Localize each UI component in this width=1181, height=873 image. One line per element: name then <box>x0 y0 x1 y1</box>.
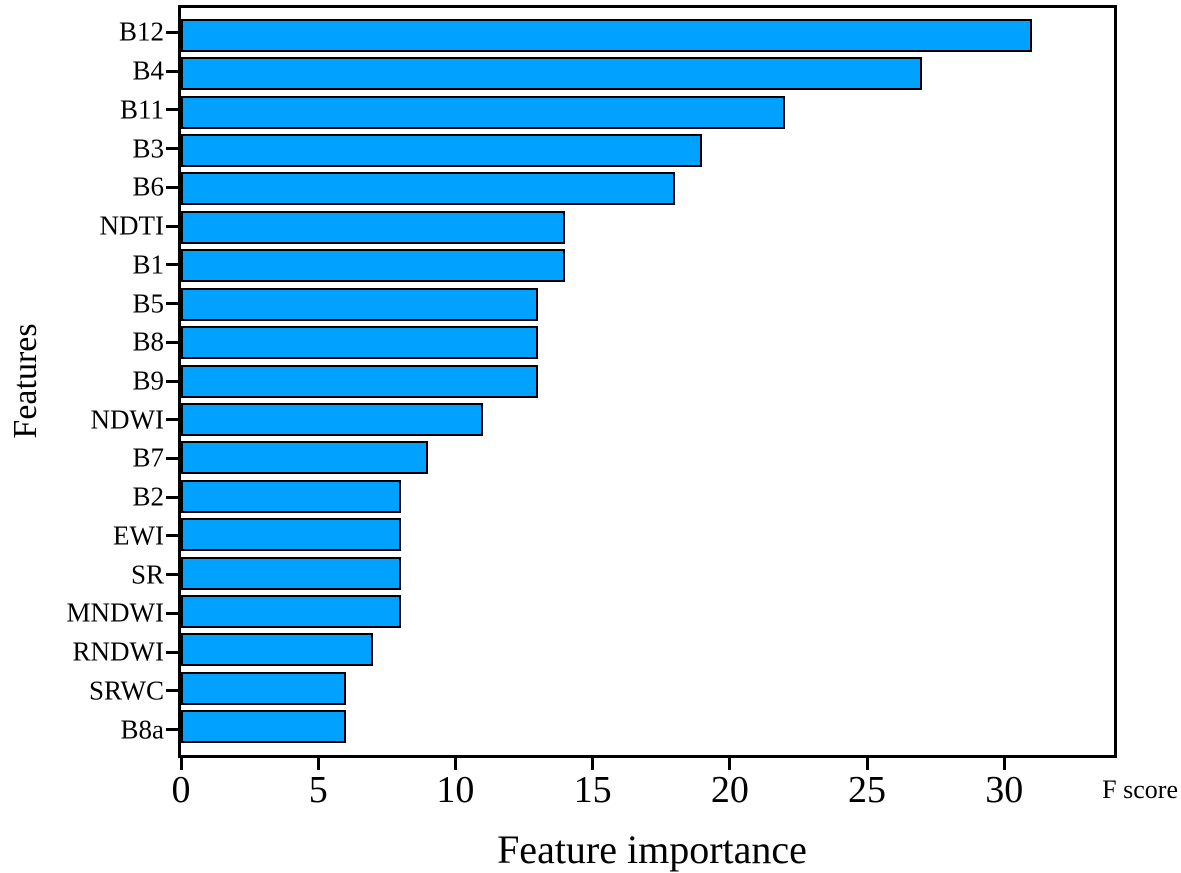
bar-row-B12 <box>181 16 1114 54</box>
y-tick-label-MNDWI: MNDWI <box>66 597 164 628</box>
y-tick-mark <box>166 689 178 693</box>
bar-B12 <box>181 18 1032 52</box>
x-axis-unit-label: F score <box>1102 775 1178 804</box>
bar-B5 <box>181 287 538 321</box>
bar-B6 <box>181 172 675 206</box>
y-tick-label-B8: B8 <box>132 326 164 357</box>
bar-B9 <box>181 364 538 398</box>
bar-B11 <box>181 95 785 129</box>
y-tick-mark <box>166 418 178 422</box>
bar-row-NDWI <box>181 400 1114 438</box>
y-tick-mark <box>166 650 178 654</box>
y-tick-mark <box>166 224 178 228</box>
x-tick-mark <box>179 758 183 770</box>
y-tick-mark <box>166 379 178 383</box>
y-tick-mark <box>166 263 178 267</box>
y-tick-label-B5: B5 <box>132 288 164 319</box>
bar-row-B1 <box>181 247 1114 285</box>
y-tick-mark <box>166 340 178 344</box>
x-tick-label-20: 20 <box>710 769 749 811</box>
bar-row-B9 <box>181 362 1114 400</box>
x-tick-mark <box>1002 758 1006 770</box>
bar-row-B6 <box>181 170 1114 208</box>
bar-row-SR <box>181 554 1114 592</box>
y-tick-label-B3: B3 <box>132 133 164 164</box>
plot-area <box>178 5 1117 758</box>
y-tick-mark <box>166 69 178 73</box>
y-tick-label-SRWC: SRWC <box>88 675 164 706</box>
y-tick-label-B6: B6 <box>132 171 164 202</box>
bar-row-B11 <box>181 93 1114 131</box>
y-tick-label-B2: B2 <box>132 481 164 512</box>
bar-MNDWI <box>181 595 401 629</box>
bar-B1 <box>181 249 566 283</box>
y-tick-mark <box>166 495 178 499</box>
y-tick-label-B7: B7 <box>132 442 164 473</box>
x-tick-mark <box>591 758 595 770</box>
x-tick-label-30: 30 <box>985 769 1024 811</box>
bar-EWI <box>181 518 401 552</box>
bar-row-SRWC <box>181 669 1114 707</box>
x-tick-mark <box>453 758 457 770</box>
x-tick-mark <box>316 758 320 770</box>
y-tick-mark <box>166 302 178 306</box>
x-tick-label-25: 25 <box>848 769 887 811</box>
bar-row-MNDWI <box>181 592 1114 630</box>
x-tick-mark <box>728 758 732 770</box>
x-tick-label-10: 10 <box>436 769 475 811</box>
y-axis-title: Features <box>7 323 44 439</box>
y-tick-label-SR: SR <box>130 559 164 590</box>
bar-row-B5 <box>181 285 1114 323</box>
y-tick-mark <box>166 534 178 538</box>
bar-B8 <box>181 326 538 360</box>
y-tick-mark <box>166 611 178 615</box>
y-tick-mark <box>166 185 178 189</box>
bar-row-B4 <box>181 54 1114 92</box>
bar-row-B8 <box>181 323 1114 361</box>
bar-SR <box>181 556 401 590</box>
x-axis-title: Feature importance <box>497 827 807 872</box>
bar-B7 <box>181 441 428 475</box>
y-tick-label-NDTI: NDTI <box>99 210 164 241</box>
bars-container <box>181 8 1114 755</box>
y-tick-label-RNDWI: RNDWI <box>72 636 164 667</box>
y-tick-label-EWI: EWI <box>113 520 164 551</box>
y-tick-label-NDWI: NDWI <box>90 404 164 435</box>
y-tick-mark <box>166 30 178 34</box>
x-tick-label-5: 5 <box>308 769 328 811</box>
y-tick-label-B4: B4 <box>132 55 164 86</box>
bar-SRWC <box>181 671 346 705</box>
y-tick-label-B8a: B8a <box>120 714 165 745</box>
y-tick-mark <box>166 147 178 151</box>
bar-row-EWI <box>181 515 1114 553</box>
bar-NDTI <box>181 210 566 244</box>
bar-B2 <box>181 479 401 513</box>
bar-row-NDTI <box>181 208 1114 246</box>
y-tick-mark <box>166 456 178 460</box>
bar-NDWI <box>181 402 483 436</box>
y-tick-mark <box>166 728 178 732</box>
bar-row-B3 <box>181 131 1114 169</box>
y-tick-label-B9: B9 <box>132 365 164 396</box>
bar-B8a <box>181 710 346 744</box>
bar-row-B7 <box>181 439 1114 477</box>
y-tick-label-B11: B11 <box>119 94 164 125</box>
bar-B4 <box>181 57 922 91</box>
x-tick-label-0: 0 <box>171 769 191 811</box>
y-tick-label-B1: B1 <box>132 249 164 280</box>
x-tick-mark <box>865 758 869 770</box>
y-tick-mark <box>166 108 178 112</box>
bar-row-B2 <box>181 477 1114 515</box>
x-tick-label-15: 15 <box>573 769 612 811</box>
y-tick-label-B12: B12 <box>118 16 164 47</box>
bar-row-RNDWI <box>181 631 1114 669</box>
y-tick-mark <box>166 573 178 577</box>
bar-RNDWI <box>181 633 374 667</box>
bar-B3 <box>181 133 703 167</box>
bar-row-B8a <box>181 708 1114 746</box>
